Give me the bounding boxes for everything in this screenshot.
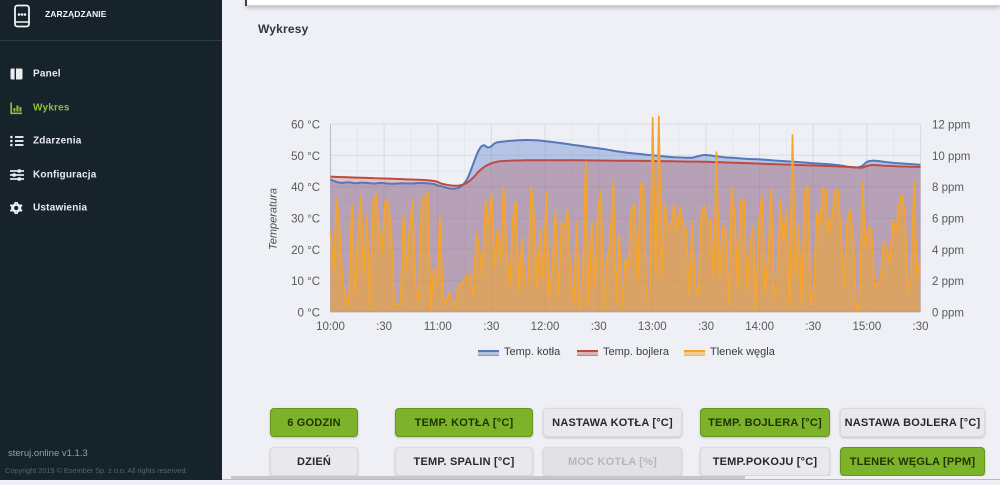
svg-text:0 °C: 0 °C xyxy=(298,308,321,320)
svg-text:15:00: 15:00 xyxy=(853,321,882,333)
svg-text:10 ppm: 10 ppm xyxy=(932,151,970,163)
svg-text::30: :30 xyxy=(483,321,499,333)
svg-text:12:00: 12:00 xyxy=(531,321,560,333)
svg-text:6 ppm: 6 ppm xyxy=(932,214,964,226)
svg-text:0 ppm: 0 ppm xyxy=(932,308,964,320)
svg-text:13:00: 13:00 xyxy=(638,321,667,333)
svg-text::30: :30 xyxy=(805,321,821,333)
svg-text:4 ppm: 4 ppm xyxy=(932,245,964,257)
svg-text::30: :30 xyxy=(376,321,392,333)
svg-text:20 °C: 20 °C xyxy=(291,245,320,257)
svg-text:50 °C: 50 °C xyxy=(291,151,320,163)
svg-text:60 °C: 60 °C xyxy=(291,120,320,132)
svg-text:10:00: 10:00 xyxy=(316,321,345,333)
svg-text:Temperatura: Temperatura xyxy=(268,188,280,250)
svg-text:8 ppm: 8 ppm xyxy=(932,182,964,194)
svg-text:40 °C: 40 °C xyxy=(291,182,320,194)
svg-text:2 ppm: 2 ppm xyxy=(932,276,964,288)
svg-text::30: :30 xyxy=(698,321,714,333)
svg-text:10 °C: 10 °C xyxy=(291,276,320,288)
svg-text::30: :30 xyxy=(591,321,607,333)
svg-text:30 °C: 30 °C xyxy=(291,214,320,226)
svg-text:14:00: 14:00 xyxy=(745,321,774,333)
svg-text:12 ppm: 12 ppm xyxy=(932,120,970,132)
svg-text::30: :30 xyxy=(913,321,929,333)
svg-text:11:00: 11:00 xyxy=(424,321,452,333)
